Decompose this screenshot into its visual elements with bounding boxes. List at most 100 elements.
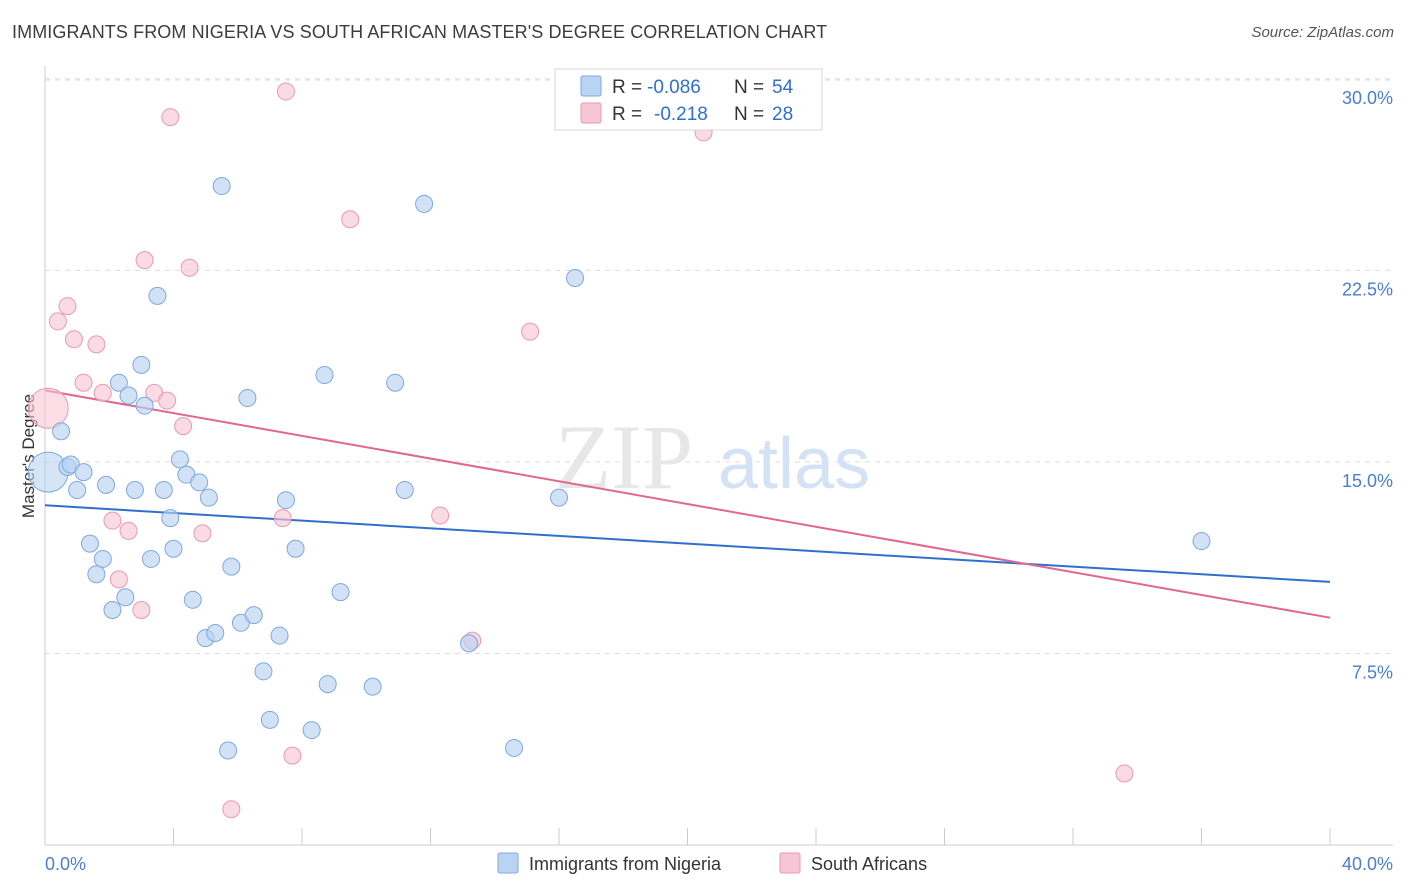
point-nigeria	[148, 286, 167, 305]
legend-r-label-1: R =	[612, 77, 642, 98]
point-nigeria	[135, 396, 154, 415]
point-nigeria	[68, 480, 87, 499]
legend-n-label-2: N =	[734, 104, 764, 125]
point-south-africans	[276, 82, 295, 101]
point-nigeria	[116, 588, 135, 607]
x-tick-label: 40.0%	[1342, 854, 1393, 874]
legend-n-value-1: 54	[772, 77, 794, 98]
point-nigeria	[415, 194, 434, 213]
legend-r-label-2: R =	[612, 104, 642, 125]
source-credit: Source: ZipAtlas.com	[1251, 24, 1394, 41]
point-nigeria	[183, 590, 202, 609]
point-south-africans	[158, 391, 177, 410]
point-nigeria	[170, 450, 189, 469]
chart-title: IMMIGRANTS FROM NIGERIA VS SOUTH AFRICAN…	[12, 22, 828, 42]
y-tick-label: 30.0%	[1342, 88, 1393, 108]
point-south-africans	[74, 373, 93, 392]
point-nigeria	[460, 634, 479, 653]
point-south-africans	[174, 417, 193, 436]
point-nigeria	[154, 480, 173, 499]
point-nigeria	[286, 539, 305, 558]
legend-series: Immigrants from Nigeria South Africans	[497, 852, 927, 874]
point-nigeria	[74, 463, 93, 482]
point-nigeria	[80, 534, 99, 553]
tick-labels: 7.5% 15.0% 22.5% 30.0% 0.0% 40.0%	[45, 88, 1393, 874]
legend-swatch-nigeria	[497, 852, 519, 874]
legend-label-south-africans: South Africans	[811, 854, 927, 874]
point-south-africans	[64, 330, 83, 349]
point-south-africans	[48, 312, 67, 331]
trend-lines	[44, 389, 1331, 619]
point-nigeria	[142, 549, 161, 568]
point-nigeria	[505, 738, 524, 757]
legend-r-value-1: -0.086	[647, 77, 701, 98]
point-nigeria	[254, 662, 273, 681]
point-nigeria	[212, 177, 231, 196]
point-nigeria	[566, 268, 585, 287]
point-nigeria	[119, 386, 138, 405]
point-nigeria	[190, 473, 209, 492]
trend-line-south-africans	[44, 389, 1331, 619]
point-nigeria	[93, 549, 112, 568]
point-nigeria	[222, 557, 241, 576]
point-south-africans	[273, 509, 292, 528]
point-nigeria	[302, 721, 321, 740]
point-nigeria	[103, 601, 122, 620]
point-nigeria	[52, 422, 71, 441]
x-tick-label: 0.0%	[45, 854, 86, 874]
point-south-africans	[180, 258, 199, 277]
point-nigeria	[164, 539, 183, 558]
legend-r-value-2: -0.218	[654, 104, 708, 125]
point-nigeria	[270, 626, 289, 645]
point-south-africans	[93, 383, 112, 402]
watermark-zip: ZIP	[555, 406, 693, 508]
watermark-atlas: atlas	[718, 424, 870, 504]
point-nigeria	[109, 373, 128, 392]
point-south-africans	[103, 511, 122, 530]
point-south-africans	[341, 210, 360, 229]
point-nigeria	[1192, 532, 1211, 551]
point-nigeria	[132, 355, 151, 374]
point-nigeria	[161, 509, 180, 528]
point-south-africans	[135, 251, 154, 270]
point-nigeria	[97, 475, 116, 494]
point-nigeria	[260, 710, 279, 729]
series-south-africans-points	[27, 82, 1134, 819]
point-nigeria	[199, 488, 218, 507]
point-nigeria	[318, 675, 337, 694]
point-nigeria	[331, 583, 350, 602]
point-south-africans	[431, 506, 450, 525]
legend-n-label-1: N =	[734, 77, 764, 98]
watermark: ZIP atlas	[555, 406, 870, 508]
point-nigeria	[550, 488, 568, 507]
point-south-africans	[161, 108, 180, 127]
point-nigeria	[219, 741, 238, 760]
point-nigeria	[206, 624, 225, 643]
legend-n-value-2: 28	[772, 104, 793, 125]
legend-label-nigeria: Immigrants from Nigeria	[529, 854, 722, 874]
point-nigeria	[125, 480, 144, 499]
point-nigeria	[395, 480, 414, 499]
point-nigeria	[363, 677, 382, 696]
point-south-africans	[87, 335, 106, 354]
point-nigeria	[386, 373, 405, 392]
point-nigeria	[244, 606, 263, 625]
point-south-africans	[1115, 764, 1134, 783]
series-nigeria-points	[27, 177, 1211, 760]
point-south-africans	[119, 521, 138, 540]
point-south-africans	[222, 800, 241, 819]
point-south-africans	[132, 601, 151, 620]
point-south-africans	[521, 322, 540, 341]
y-tick-label: 7.5%	[1352, 662, 1393, 682]
y-tick-label: 22.5%	[1342, 279, 1393, 299]
point-south-africans	[193, 524, 212, 543]
point-nigeria	[315, 366, 334, 385]
trend-line-nigeria	[44, 504, 1331, 583]
point-south-africans	[27, 387, 69, 429]
point-south-africans	[283, 746, 302, 765]
legend-swatch-south-africans	[779, 852, 801, 874]
point-nigeria	[87, 565, 106, 584]
legend-swatch-blue	[580, 75, 602, 97]
point-south-africans	[109, 570, 128, 589]
